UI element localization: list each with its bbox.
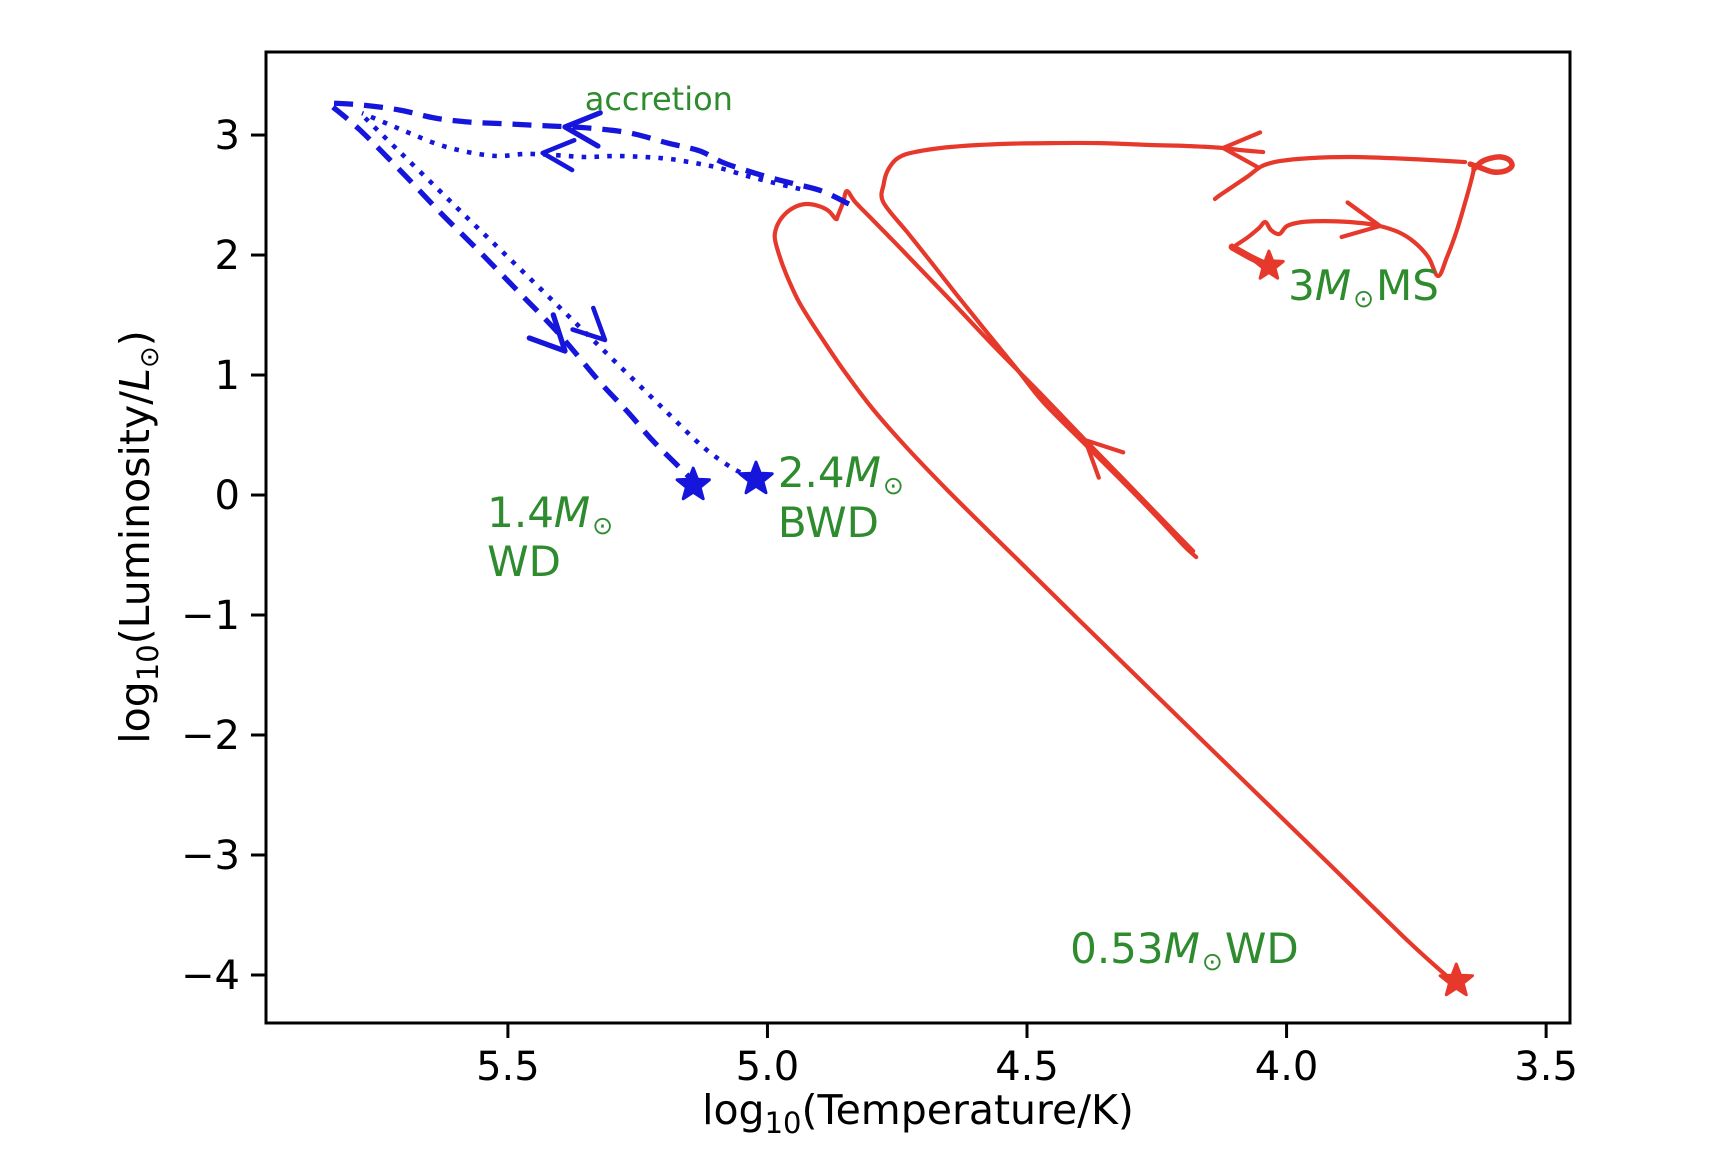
y-tick-label: 1	[215, 353, 240, 399]
y-tick-label: −2	[181, 713, 240, 759]
marker-star-2.4-bwd	[738, 460, 774, 495]
plot-border	[264, 50, 1572, 1025]
y-tick-label: −4	[181, 953, 240, 999]
arrow-dotted-accretion	[540, 138, 577, 173]
series-blue-dotted-cooling-down	[363, 116, 753, 480]
y-axis-label-sub10: 10	[131, 644, 165, 682]
y-tick-label: −3	[181, 833, 240, 879]
series-blue-dotted-accretion-up	[361, 110, 801, 192]
annotation-3msun-ms: 3M⊙MS	[1288, 261, 1439, 314]
y-tick-label: 2	[215, 233, 240, 279]
sun-symbol: ⊙	[135, 346, 165, 369]
marker-star-0.53-wd	[1438, 962, 1474, 997]
x-tick-label: 5.5	[476, 1044, 540, 1090]
arrow-red-postagb-left	[1221, 130, 1263, 170]
series-red-postagb-upper	[1212, 154, 1468, 202]
series-red-agb-blob	[1467, 154, 1515, 175]
annotation-1.4msun-wd: 1.4M⊙ WD	[487, 487, 614, 587]
series-blue-dashed-accretion-up	[329, 100, 851, 207]
y-axis-label-quantity: (Luminosity/	[111, 390, 159, 645]
y-axis-label-L: L	[111, 368, 159, 391]
y-tick-label: 0	[215, 473, 240, 519]
y-tick-label: −1	[181, 593, 240, 639]
x-tick-label: 4.0	[1255, 1044, 1319, 1090]
arrow-red-ascent	[1083, 437, 1126, 480]
arrow-dashed-accretion	[562, 110, 603, 149]
marker-star-1.4-wd	[675, 466, 711, 501]
y-axis-label-log: log	[111, 681, 159, 744]
series-blue-dashed-cooling-down	[331, 105, 696, 483]
x-axis-label: log10(Temperature/K)	[702, 1086, 1134, 1140]
arrow-dotted-cooling	[570, 305, 608, 343]
series-red-ascent-spike-wd	[772, 189, 1453, 982]
annotation-2.4msun-bwd: 2.4M⊙ BWD	[777, 448, 904, 547]
arrow-dashed-cooling	[526, 312, 568, 354]
y-axis-label: log10(Luminosity/L⊙)	[111, 330, 165, 743]
x-axis-label-sub10: 10	[764, 1106, 802, 1140]
y-tick-label: 3	[215, 113, 240, 159]
series-red-hook-sweep-rgb	[1234, 166, 1477, 279]
axis-ticks: 5.5 5.0 4.5 4.0 3.5 3 2 1 0 −1 −2 −3 −4	[181, 113, 1578, 1090]
x-tick-label: 3.5	[1514, 1044, 1578, 1090]
x-axis-label-log: log	[702, 1086, 765, 1134]
marker-star-3-ms	[1253, 249, 1285, 280]
annotation-0.53msun-wd: 0.53M⊙WD	[1070, 924, 1299, 977]
y-axis-label-close: )	[111, 330, 159, 347]
x-tick-label: 5.0	[736, 1044, 800, 1090]
series-red-postagb-left-descent	[879, 140, 1266, 560]
x-axis-label-quantity: (Temperature/K)	[801, 1086, 1134, 1134]
arrow-red-sweep-right	[1339, 200, 1383, 240]
annotation-accretion: accretion	[584, 79, 733, 118]
x-tick-label: 4.5	[995, 1044, 1059, 1090]
